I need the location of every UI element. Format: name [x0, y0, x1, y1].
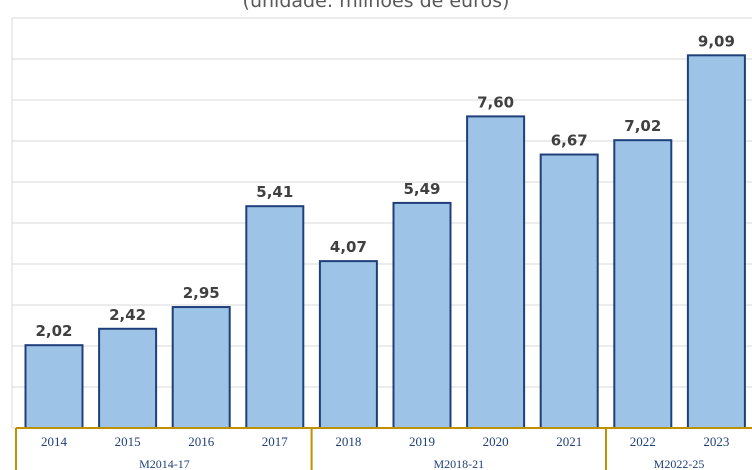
bar-2017 — [245, 205, 305, 429]
year-label-2018: 2018 — [335, 434, 361, 449]
bars — [24, 54, 746, 430]
value-labels: 2,02 2,42 2,95 5,41 4,07 5,49 7,60 6,67 7,02 9,09 — [35, 32, 734, 340]
value-label-2023: 9,09 — [698, 32, 735, 50]
bar-2019 — [392, 201, 452, 429]
value-label-2020: 7,60 — [477, 93, 514, 111]
value-label-2015: 2,42 — [109, 306, 146, 324]
year-label-2016: 2016 — [188, 434, 215, 449]
chart-subtitle: (unidade: milhões de euros) — [243, 0, 510, 12]
value-label-2022: 7,02 — [624, 117, 661, 135]
group-label-M2022-25: M2022-25 — [654, 457, 705, 470]
value-label-2017: 5,41 — [256, 183, 293, 201]
value-label-2018: 4,07 — [330, 238, 367, 256]
bar-2016 — [171, 306, 231, 429]
year-label-2021: 2021 — [556, 434, 582, 449]
year-label-2023: 2023 — [703, 434, 729, 449]
group-label-M2018-21: M2018-21 — [433, 457, 484, 470]
bar-2015 — [98, 327, 158, 429]
value-label-2016: 2,95 — [183, 284, 220, 302]
year-label-2014: 2014 — [41, 434, 68, 449]
year-label-2022: 2022 — [630, 434, 656, 449]
year-label-2017: 2017 — [262, 434, 289, 449]
year-label-2020: 2020 — [483, 434, 509, 449]
year-labels: 2014 2015 2016 2017 2018 2019 2020 2021 2022 2023 — [41, 434, 729, 449]
bar-2022 — [613, 139, 673, 429]
category-axis-box — [15, 427, 752, 470]
value-label-2014: 2,02 — [35, 322, 72, 340]
year-label-2015: 2015 — [115, 434, 141, 449]
year-label-2019: 2019 — [409, 434, 435, 449]
bar-2020 — [466, 115, 526, 430]
value-label-2021: 6,67 — [551, 132, 588, 150]
bar-2023 — [686, 54, 746, 430]
value-label-2019: 5,49 — [403, 180, 440, 198]
bar-2018 — [318, 260, 378, 429]
group-labels: M2014-17 M2018-21 M2022-25 — [139, 457, 704, 470]
group-label-M2014-17: M2014-17 — [139, 457, 190, 470]
bar-2014 — [24, 344, 84, 429]
bar-2021 — [539, 153, 599, 429]
